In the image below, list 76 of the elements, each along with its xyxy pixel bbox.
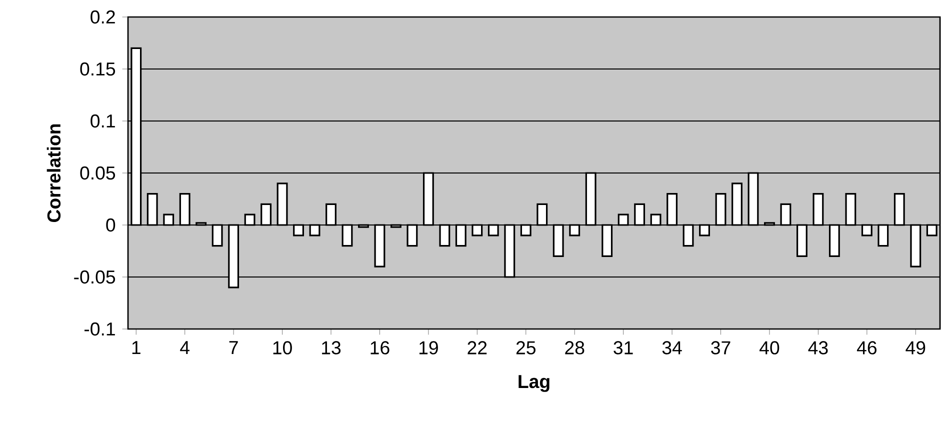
x-tick-label: 43 xyxy=(808,341,828,354)
x-tick-label: 1 xyxy=(132,341,140,354)
bar xyxy=(732,182,742,226)
y-tick-label: -0.1 xyxy=(84,322,115,336)
bar xyxy=(878,224,889,247)
bar xyxy=(780,203,792,226)
y-tick-label: 0.2 xyxy=(90,10,115,24)
bar xyxy=(812,193,824,226)
bar xyxy=(146,193,158,226)
x-tick-label: 37 xyxy=(711,341,730,354)
bar xyxy=(682,224,694,247)
bar xyxy=(260,203,272,226)
bar xyxy=(406,224,418,247)
bar xyxy=(520,224,532,236)
bar xyxy=(715,193,726,226)
y-tick-label: -0.05 xyxy=(74,270,116,284)
bar xyxy=(894,193,905,226)
x-tick-label: 46 xyxy=(856,341,876,354)
bar xyxy=(536,203,548,226)
bar xyxy=(602,224,613,257)
bar xyxy=(276,182,288,226)
y-axis-title: Correlation xyxy=(46,124,61,222)
bar xyxy=(196,222,207,226)
x-axis-title: Lag xyxy=(518,375,550,392)
bar xyxy=(163,214,174,226)
y-tick-label: 0.05 xyxy=(80,166,116,180)
bar xyxy=(585,172,596,226)
bar xyxy=(390,224,402,228)
bar xyxy=(569,224,580,236)
bar xyxy=(130,47,142,226)
bar xyxy=(358,224,369,228)
bar xyxy=(666,193,678,226)
x-tick-label: 40 xyxy=(760,341,780,354)
x-tick-label: 16 xyxy=(370,341,390,354)
y-tick-label: 0.15 xyxy=(80,62,116,76)
bar xyxy=(845,193,856,226)
bar xyxy=(861,224,872,236)
x-tick-label: 19 xyxy=(419,341,438,354)
bar xyxy=(634,203,646,226)
bar xyxy=(455,224,466,247)
x-tick-label: 34 xyxy=(662,341,682,354)
y-tick-label: 0 xyxy=(106,218,116,232)
bar xyxy=(504,224,516,278)
bar xyxy=(228,224,240,288)
bar xyxy=(326,203,336,226)
bar xyxy=(650,214,662,226)
bar xyxy=(472,224,483,236)
x-tick-label: 22 xyxy=(468,341,487,354)
x-tick-label: 25 xyxy=(516,341,536,354)
x-tick-label: 31 xyxy=(614,341,633,354)
bar xyxy=(699,224,710,236)
bar xyxy=(926,224,938,236)
bar xyxy=(309,224,320,236)
bar xyxy=(764,222,775,226)
bar xyxy=(439,224,450,247)
x-tick-label: 28 xyxy=(565,341,584,354)
bar xyxy=(374,224,386,268)
x-tick-label: 10 xyxy=(273,341,292,354)
bar xyxy=(552,224,564,257)
y-tick-label: 0.1 xyxy=(90,114,115,128)
x-tick-label: 4 xyxy=(180,341,190,354)
bar xyxy=(244,214,256,226)
bar xyxy=(748,172,759,226)
x-tick-label: 7 xyxy=(229,341,238,354)
bar xyxy=(796,224,808,257)
bar xyxy=(910,224,922,268)
bar xyxy=(342,224,353,247)
bar xyxy=(488,224,499,236)
bar xyxy=(618,214,629,226)
bar xyxy=(422,172,434,226)
bar xyxy=(293,224,304,236)
bar xyxy=(828,224,840,257)
x-tick-label: 13 xyxy=(322,341,341,354)
bar xyxy=(179,193,190,226)
x-tick-label: 49 xyxy=(906,341,926,354)
bar xyxy=(212,224,223,247)
